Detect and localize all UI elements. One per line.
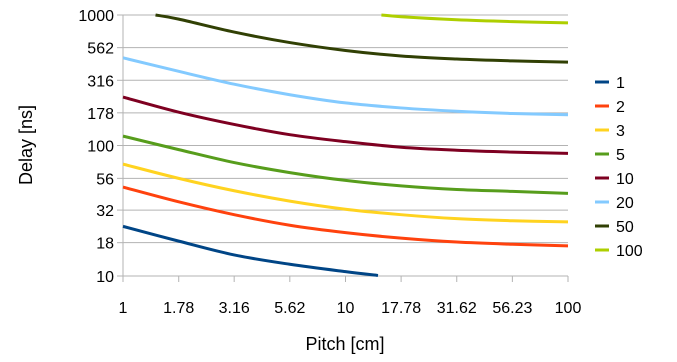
y-tick-label: 316 [87, 73, 114, 90]
x-tick-label: 56.23 [492, 300, 532, 317]
y-tick-label: 56 [96, 171, 114, 188]
y-tick-label: 1000 [78, 8, 114, 25]
x-tick-label: 5.62 [274, 300, 305, 317]
x-tick-label: 1 [119, 300, 128, 317]
series-line-5 [122, 134, 569, 195]
y-tick-label: 10 [96, 269, 114, 286]
legend-label-3: 3 [616, 123, 625, 140]
tick-labels: 10 18 32 56 100 178 316 562 1000 1 1.78 3.16 5.62 10 1… [78, 8, 581, 317]
legend-label-50: 50 [616, 219, 634, 236]
y-tick-label: 562 [87, 41, 114, 58]
y-tick-label: 100 [87, 139, 114, 156]
y-tick-label: 18 [96, 236, 114, 253]
legend-label-2: 2 [616, 99, 625, 116]
legend-label-20: 20 [616, 195, 634, 212]
legend-label-10: 10 [616, 171, 634, 188]
y-tick-label: 32 [96, 203, 114, 220]
x-tick-label: 17.78 [381, 300, 421, 317]
x-tick-label: 10 [337, 300, 355, 317]
series-line-100 [381, 13, 569, 25]
x-tick-label: 3.16 [219, 300, 250, 317]
legend: 1 2 3 5 10 20 50 100 [595, 75, 643, 260]
series-line-50 [155, 13, 569, 64]
series-lines [122, 13, 569, 277]
x-tick-label: 100 [555, 300, 582, 317]
legend-label-1: 1 [616, 75, 625, 92]
x-axis-title: Pitch [cm] [305, 334, 384, 354]
y-tick-label: 178 [87, 106, 114, 123]
x-tick-label: 31.62 [437, 300, 477, 317]
x-tick-label: 1.78 [163, 300, 194, 317]
series-line-1 [122, 224, 379, 277]
legend-label-100: 100 [616, 243, 643, 260]
series-line-3 [122, 162, 569, 224]
legend-label-5: 5 [616, 147, 625, 164]
series-line-20 [122, 56, 569, 117]
series-line-10 [122, 95, 569, 155]
series-line-2 [122, 185, 569, 248]
y-axis-title: Delay [ns] [16, 105, 36, 185]
